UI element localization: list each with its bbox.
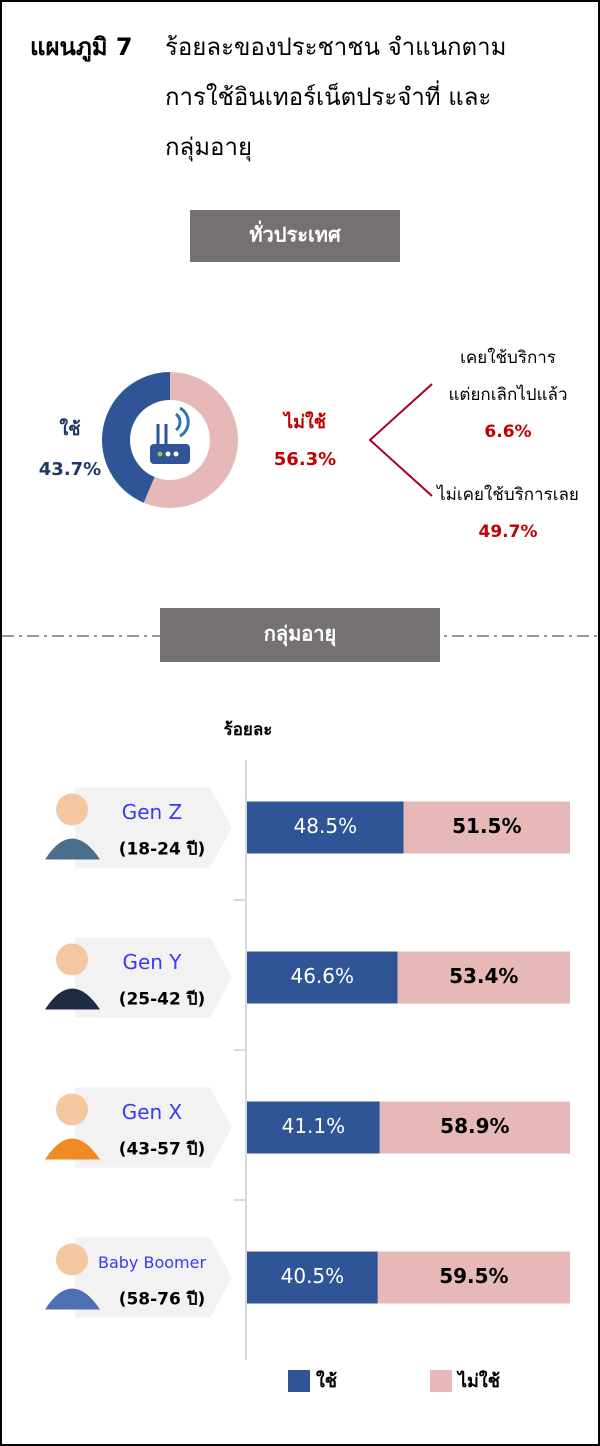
breakdown-label: แต่ยกเลิกไปแล้ว [448,384,567,405]
category-label: Gen Y [122,950,182,974]
bar-value: 53.4% [449,964,518,988]
axis-label: ร้อยละ [224,720,273,740]
category-note: (43-57 ปี) [119,1139,206,1160]
category-note: (58-76 ปี) [119,1289,206,1310]
slice-value: 56.3% [274,449,336,470]
title-line: กลุ่มอายุ [165,133,252,162]
section-heading: กลุ่มอายุ [264,622,337,647]
avatar-head [56,944,88,976]
legend-label: ไม่ใช้ [456,1370,500,1392]
slice-value: 43.7% [39,459,101,480]
category-note: (18-24 ปี) [119,839,206,860]
category-label: Baby Boomer [98,1253,206,1272]
breakdown-label: ไม่เคยใช้บริการเลย [435,484,579,505]
bar-value: 48.5% [294,814,358,838]
slice-label: ไม่ใช้ [282,411,326,433]
avatar-head [56,1244,88,1276]
category-label: Gen X [122,1100,183,1124]
section-heading: ทั่วประเทศ [249,220,342,247]
infographic: แผนภูมิ 7 ร้อยละของประชาชน จำแนกตาม การใ… [0,0,600,1446]
bar-value: 40.5% [281,1264,345,1288]
category-note: (25-42 ปี) [119,989,206,1010]
bar-value: 59.5% [439,1264,508,1288]
bar-value: 58.9% [440,1114,509,1138]
title-line: การใช้อินเทอร์เน็ตประจำที่ และ [165,80,491,111]
legend-label: ใช้ [316,1370,337,1392]
avatar-head [56,794,88,826]
legend-swatch [288,1370,310,1392]
category-label: Gen Z [122,800,183,824]
avatar-head [56,1094,88,1126]
breakdown-value: 6.6% [484,422,531,442]
title-line: ร้อยละของประชาชน จำแนกตาม [165,33,506,61]
figure-label: แผนภูมิ 7 [30,33,133,62]
bar-value: 46.6% [290,964,354,988]
legend-swatch [430,1370,452,1392]
breakdown-value: 49.7% [479,522,538,542]
slice-label: ใช้ [59,418,80,440]
bar-value: 51.5% [452,814,521,838]
breakdown-label: เคยใช้บริการ [460,347,556,368]
bar-value: 41.1% [282,1114,346,1138]
